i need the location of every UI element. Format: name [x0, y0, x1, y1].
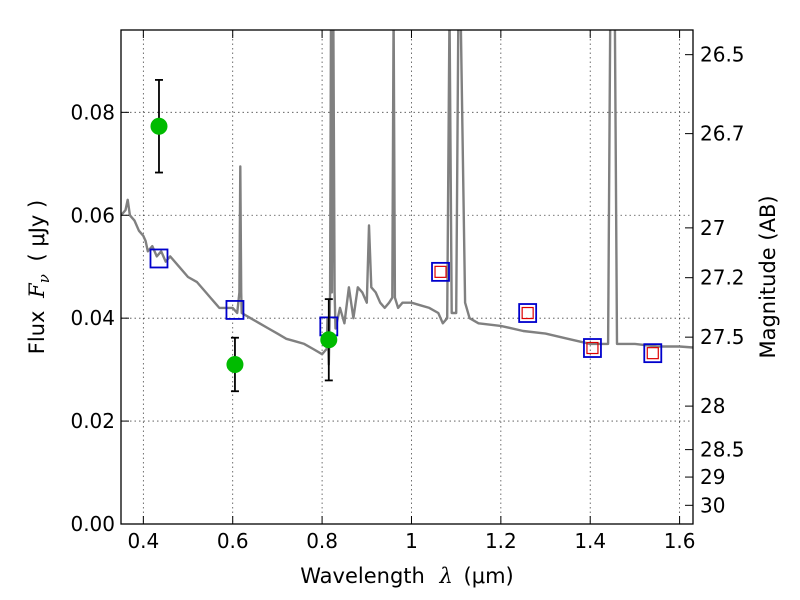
- model-band-inner-square: [434, 265, 447, 278]
- y-axis-label-subscript: ν: [35, 274, 53, 283]
- y2-tick-label: 27.5: [700, 325, 745, 349]
- y2-tick-label: 29: [700, 465, 725, 489]
- y-tick-label: 0.06: [70, 203, 115, 227]
- y2-tick-label: 27: [700, 216, 725, 240]
- x-tick-label: 1: [405, 529, 418, 553]
- x-tick-label: 1.2: [485, 529, 517, 553]
- x-tick-label: 1.6: [664, 529, 696, 553]
- y-tick-label: 0.02: [70, 409, 115, 433]
- y2-tick-label: 28.5: [700, 438, 745, 462]
- observed-point: [320, 331, 338, 349]
- x-axis-label: Wavelength λ (μm): [300, 564, 513, 588]
- model-band-square: [225, 300, 245, 320]
- model-band-square: [518, 303, 538, 323]
- y-tick-label: 0.00: [70, 512, 115, 536]
- y2-tick-label: 27.2: [700, 266, 745, 290]
- y2-axis-label: Magnitude (AB): [756, 195, 780, 358]
- ticks: 0.4 0.6 0.8 1 1.2 1.4 1.6 0.00 0.02 0.04 0.06 0.08 2…: [70, 30, 745, 553]
- y-axis-label-prefix: Flux: [25, 311, 49, 355]
- model-spectrum-line: [121, 30, 693, 366]
- marker-layer: [149, 79, 663, 393]
- x-axis-label-prefix: Wavelength: [300, 564, 425, 588]
- x-tick-label: 0.8: [306, 529, 338, 553]
- y-axis-label-symbol: F: [25, 282, 49, 299]
- y-axis-label-unit: ( μJy ): [25, 200, 49, 262]
- model-band-square: [583, 338, 602, 358]
- x-tick-label: 0.4: [127, 529, 159, 553]
- model-band-square: [149, 248, 169, 269]
- observed-point: [150, 117, 168, 135]
- y2-tick-label: 26.7: [700, 122, 745, 146]
- x-tick-label: 1.4: [574, 529, 606, 553]
- x-axis-label-symbol: λ: [439, 564, 453, 588]
- y2-tick-label: 30: [700, 493, 725, 517]
- y-axis-label: Flux Fν ( μJy ): [25, 200, 53, 354]
- model-band-inner-square: [521, 306, 534, 320]
- observed-point: [226, 355, 244, 373]
- x-axis-label-unit: (μm): [464, 564, 514, 588]
- model-band-inner-square: [646, 347, 659, 360]
- y2-tick-label: 26.5: [700, 43, 745, 67]
- plot-frame: [120, 29, 694, 525]
- model-band-square: [431, 261, 450, 282]
- y-tick-label: 0.04: [70, 306, 115, 330]
- model-band-inner-square: [586, 341, 599, 355]
- y-tick-label: 0.08: [70, 100, 115, 124]
- y2-tick-label: 28: [700, 394, 725, 418]
- x-tick-label: 0.6: [217, 529, 249, 553]
- plot-background: [121, 30, 693, 524]
- data-layer: [121, 30, 693, 366]
- model-band-square: [643, 343, 663, 364]
